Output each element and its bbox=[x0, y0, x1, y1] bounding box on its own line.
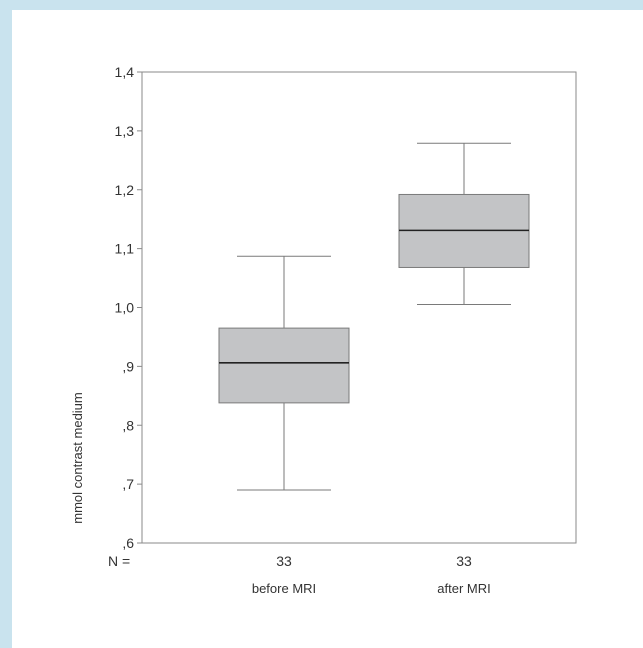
category-label: before MRI bbox=[252, 581, 316, 596]
box-1: 33 before MRI bbox=[218, 255, 350, 596]
plot-area bbox=[141, 71, 577, 544]
boxes: 33 before MRI 33 after MRI bbox=[218, 142, 530, 596]
y-tick-label: ,8 bbox=[122, 417, 134, 433]
boxplot-chart: mmol contrast medium N = ,6 ,7 ,8 ,9 1,0 1,1 1… bbox=[70, 64, 577, 596]
y-tick-label: 1,3 bbox=[115, 123, 135, 139]
y-tick-label: 1,2 bbox=[115, 182, 135, 198]
y-tick-label: ,9 bbox=[122, 358, 134, 374]
n-count-label: 33 bbox=[276, 553, 292, 569]
y-tick-label: 1,4 bbox=[115, 64, 135, 80]
y-tick-label: 1,1 bbox=[115, 241, 135, 257]
category-label: after MRI bbox=[437, 581, 490, 596]
box-2: 33 after MRI bbox=[398, 142, 530, 596]
chart-card: mmol contrast medium N = ,6 ,7 ,8 ,9 1,0 1,1 1… bbox=[12, 10, 643, 648]
y-axis-ticks: ,6 ,7 ,8 ,9 1,0 1,1 1,2 1,3 1,4 bbox=[115, 64, 142, 551]
y-tick-label: 1,0 bbox=[115, 300, 135, 316]
y-axis-label: mmol contrast medium bbox=[70, 392, 85, 523]
n-count-label: 33 bbox=[456, 553, 472, 569]
n-label: N = bbox=[108, 553, 130, 569]
box-iqr bbox=[218, 327, 350, 404]
y-tick-label: ,7 bbox=[122, 476, 134, 492]
y-tick-label: ,6 bbox=[122, 535, 134, 551]
